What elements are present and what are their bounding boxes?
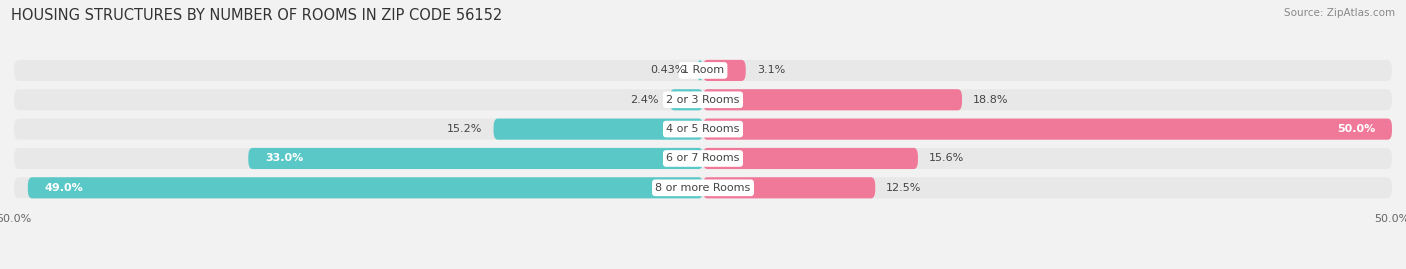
FancyBboxPatch shape (669, 89, 703, 110)
FancyBboxPatch shape (697, 60, 703, 81)
Text: 1 Room: 1 Room (682, 65, 724, 75)
Text: 49.0%: 49.0% (45, 183, 83, 193)
Text: 4 or 5 Rooms: 4 or 5 Rooms (666, 124, 740, 134)
FancyBboxPatch shape (249, 148, 703, 169)
Text: 6 or 7 Rooms: 6 or 7 Rooms (666, 154, 740, 164)
FancyBboxPatch shape (14, 60, 1392, 81)
Text: 50.0%: 50.0% (1337, 124, 1375, 134)
FancyBboxPatch shape (14, 119, 1392, 140)
FancyBboxPatch shape (703, 148, 918, 169)
Text: 3.1%: 3.1% (756, 65, 785, 75)
FancyBboxPatch shape (703, 89, 962, 110)
Text: 12.5%: 12.5% (886, 183, 922, 193)
FancyBboxPatch shape (703, 60, 745, 81)
Text: 15.6%: 15.6% (929, 154, 965, 164)
FancyBboxPatch shape (14, 89, 1392, 110)
Text: 15.2%: 15.2% (447, 124, 482, 134)
Text: 8 or more Rooms: 8 or more Rooms (655, 183, 751, 193)
FancyBboxPatch shape (703, 177, 875, 198)
FancyBboxPatch shape (14, 177, 1392, 198)
Text: 2.4%: 2.4% (630, 95, 659, 105)
FancyBboxPatch shape (494, 119, 703, 140)
Text: HOUSING STRUCTURES BY NUMBER OF ROOMS IN ZIP CODE 56152: HOUSING STRUCTURES BY NUMBER OF ROOMS IN… (11, 8, 502, 23)
Text: 18.8%: 18.8% (973, 95, 1008, 105)
FancyBboxPatch shape (703, 119, 1392, 140)
FancyBboxPatch shape (28, 177, 703, 198)
Text: 0.43%: 0.43% (651, 65, 686, 75)
Text: 33.0%: 33.0% (264, 154, 304, 164)
FancyBboxPatch shape (14, 148, 1392, 169)
Text: 2 or 3 Rooms: 2 or 3 Rooms (666, 95, 740, 105)
Text: Source: ZipAtlas.com: Source: ZipAtlas.com (1284, 8, 1395, 18)
